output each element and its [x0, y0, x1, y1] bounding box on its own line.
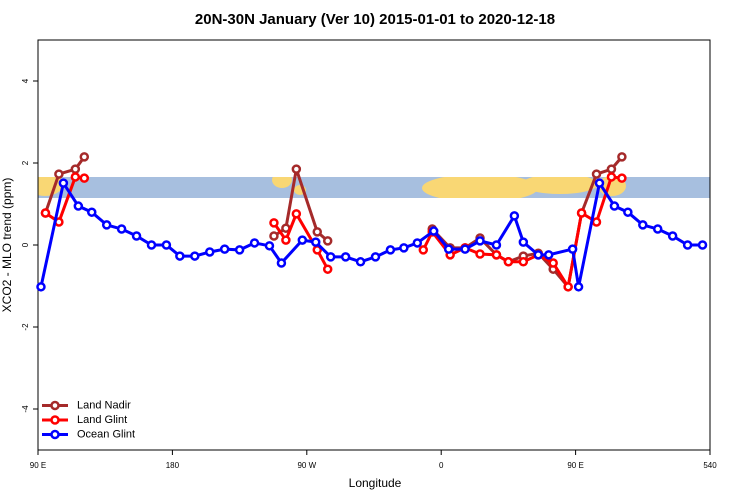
point: [548, 258, 558, 268]
point: [291, 164, 302, 174]
point: [276, 258, 287, 268]
point: [573, 282, 584, 292]
point: [161, 240, 172, 250]
point: [606, 172, 617, 182]
point: [533, 250, 544, 260]
point: [503, 257, 514, 267]
point: [594, 178, 605, 188]
point: [443, 244, 454, 254]
point: [591, 169, 602, 179]
point: [131, 231, 142, 241]
x-tick-label: 540: [703, 461, 717, 470]
point: [355, 257, 366, 267]
point: [412, 238, 423, 248]
point: [543, 250, 554, 260]
x-tick-label: 90 W: [297, 461, 316, 470]
point: [638, 220, 648, 230]
point: [325, 252, 336, 262]
point: [399, 243, 409, 253]
point: [475, 236, 485, 246]
point: [269, 231, 279, 241]
point: [591, 217, 602, 227]
x-tick-label: 90 E: [30, 461, 46, 470]
point: [281, 235, 291, 245]
point: [491, 250, 502, 260]
y-axis-label: XCO2 - MLO trend (ppm): [0, 178, 14, 313]
point: [475, 249, 485, 259]
point: [264, 241, 275, 251]
y-tick-label: -2: [21, 323, 30, 331]
point: [652, 224, 663, 234]
point: [297, 235, 308, 245]
point: [249, 238, 260, 248]
point: [606, 164, 617, 174]
legend-label: Ocean Glint: [77, 428, 135, 440]
legend-marker: [50, 400, 60, 411]
point: [175, 251, 185, 261]
point: [617, 173, 627, 183]
point: [428, 226, 439, 236]
legend-label: Land Nadir: [77, 399, 131, 411]
point: [312, 227, 323, 237]
point: [491, 240, 502, 250]
point: [311, 237, 321, 247]
point: [460, 244, 470, 254]
point: [146, 240, 157, 250]
chart-title: 20N-30N January (Ver 10) 2015-01-01 to 2…: [195, 11, 555, 28]
point: [204, 247, 215, 257]
point: [269, 218, 279, 228]
point: [322, 264, 333, 274]
point: [73, 201, 84, 211]
point: [40, 208, 51, 218]
legend-marker: [50, 415, 60, 425]
y-tick-label: 2: [21, 160, 30, 165]
point: [509, 211, 520, 221]
y-tick-label: -4: [21, 405, 30, 413]
x-tick-label: 180: [166, 461, 180, 470]
point: [70, 172, 81, 182]
point: [563, 282, 573, 292]
point: [697, 240, 708, 250]
point: [79, 152, 90, 162]
point: [322, 236, 333, 246]
y-tick-label: 4: [21, 78, 30, 83]
point: [418, 245, 429, 255]
point: [101, 220, 112, 230]
point: [234, 245, 245, 255]
point: [667, 231, 678, 241]
point: [190, 251, 200, 261]
point: [609, 201, 620, 211]
point: [385, 245, 396, 255]
point: [518, 237, 529, 247]
point: [116, 224, 127, 234]
point: [79, 173, 90, 183]
point: [518, 257, 529, 267]
y-tick-label: 0: [21, 242, 30, 247]
legend-marker: [50, 429, 60, 440]
legend-label: Land Glint: [77, 414, 127, 426]
point: [36, 282, 46, 292]
point: [291, 209, 302, 219]
point: [623, 207, 633, 217]
point: [58, 178, 69, 188]
x-tick-label: 0: [439, 461, 444, 470]
point: [340, 252, 351, 262]
point: [370, 252, 381, 262]
point: [576, 208, 587, 218]
x-axis-label: Longitude: [349, 476, 402, 490]
point: [70, 164, 81, 174]
point: [567, 244, 578, 254]
point: [54, 169, 64, 179]
x-tick-label: 90 E: [567, 461, 583, 470]
point: [87, 207, 97, 217]
point: [617, 152, 627, 162]
point: [682, 240, 693, 250]
point: [219, 244, 230, 254]
